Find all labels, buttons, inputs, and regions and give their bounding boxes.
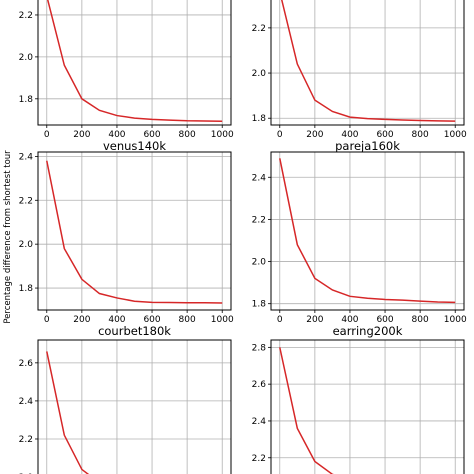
axes-frame [270,0,465,126]
y-tick-label: 2.0 [19,240,34,250]
x-tick-label: 600 [376,315,393,325]
subplot-grid: 0 200 400 600 800 1000 1.8 2.0 2.2 venus140k 0 200 4… [19,0,467,474]
x-tick-label: 200 [73,315,90,325]
y-tick-label: 2.4 [252,173,267,183]
subplot-5: 020040060080010002.02.22.42.6 [19,339,232,474]
x-tick-label: 800 [179,315,196,325]
y-tick-label: 2.4 [252,417,267,427]
y-tick-label: 2.2 [252,24,266,34]
subplot-6: 020040060080010002.22.42.62.8 [252,339,465,474]
x-tick-label: 800 [412,315,429,325]
x-tick-label: 600 [143,315,160,325]
x-tick-label: 400 [341,130,358,140]
y-tick-label: 2.4 [19,152,34,162]
axes-frame [270,339,465,474]
x-tick-label: 1000 [211,130,234,140]
x-tick-label: 0 [277,130,283,140]
y-tick-label: 2.2 [252,215,266,225]
y-tick-label: 1.8 [252,114,267,124]
y-tick-label: 2.6 [19,359,34,369]
subplot-4: 0 200 400 600 800 1000 1.8 2.0 2.2 2.4 earring200k [252,151,467,338]
y-tick-label: 2.2 [252,454,266,464]
series-line [46,0,223,122]
y-tick-label: 2.0 [19,53,34,63]
subplot-1: 0 200 400 600 800 1000 1.8 2.0 2.2 venus140k [19,0,234,153]
subplot-2: 0 200 400 600 800 1000 1.8 2.0 2.2 pareja160k [252,0,467,153]
axes-frame [270,151,465,311]
subplot-title: earring200k [333,324,403,338]
y-tick-label: 2.4 [19,397,34,407]
y-tick-label: 1.8 [252,300,267,310]
x-tick-label: 800 [179,130,196,140]
x-tick-label: 400 [108,130,125,140]
x-tick-label: 600 [376,130,393,140]
subplot-title: courbet180k [98,324,171,338]
series-line [46,160,223,304]
x-tick-label: 0 [44,315,50,325]
x-tick-label: 1000 [444,130,467,140]
y-tick-label: 2.0 [252,69,267,79]
x-tick-label: 200 [306,315,323,325]
subplot-3: 0 200 400 600 800 1000 1.8 2.0 2.2 2.4 courbet180k [19,151,234,338]
subplot-title: venus140k [103,139,166,153]
series-line [46,351,90,474]
x-tick-label: 0 [277,315,283,325]
x-tick-label: 800 [412,130,429,140]
y-tick-label: 2.2 [19,196,33,206]
axes-frame [37,0,232,126]
y-tick-label: 2.6 [252,380,267,390]
x-tick-label: 400 [341,315,358,325]
axes-frame [37,339,232,474]
x-tick-label: 400 [108,315,125,325]
y-tick-label: 2.2 [19,435,33,445]
y-tick-label: 1.8 [19,284,34,294]
y-tick-label: 1.8 [19,95,34,105]
x-tick-label: 1000 [444,315,467,325]
x-tick-label: 600 [143,130,160,140]
x-tick-label: 1000 [211,315,234,325]
series-line [281,0,456,122]
axes-frame [37,151,232,311]
series-line [279,347,334,474]
x-tick-label: 200 [306,130,323,140]
y-axis-label: Percentage difference from shortest tour [3,150,13,324]
x-tick-label: 0 [44,130,50,140]
y-tick-label: 2.2 [19,11,33,21]
y-tick-label: 2.8 [252,343,267,353]
y-tick-label: 2.0 [252,258,267,268]
series-line [279,158,456,304]
subplot-title: pareja160k [335,139,400,153]
x-tick-label: 200 [73,130,90,140]
